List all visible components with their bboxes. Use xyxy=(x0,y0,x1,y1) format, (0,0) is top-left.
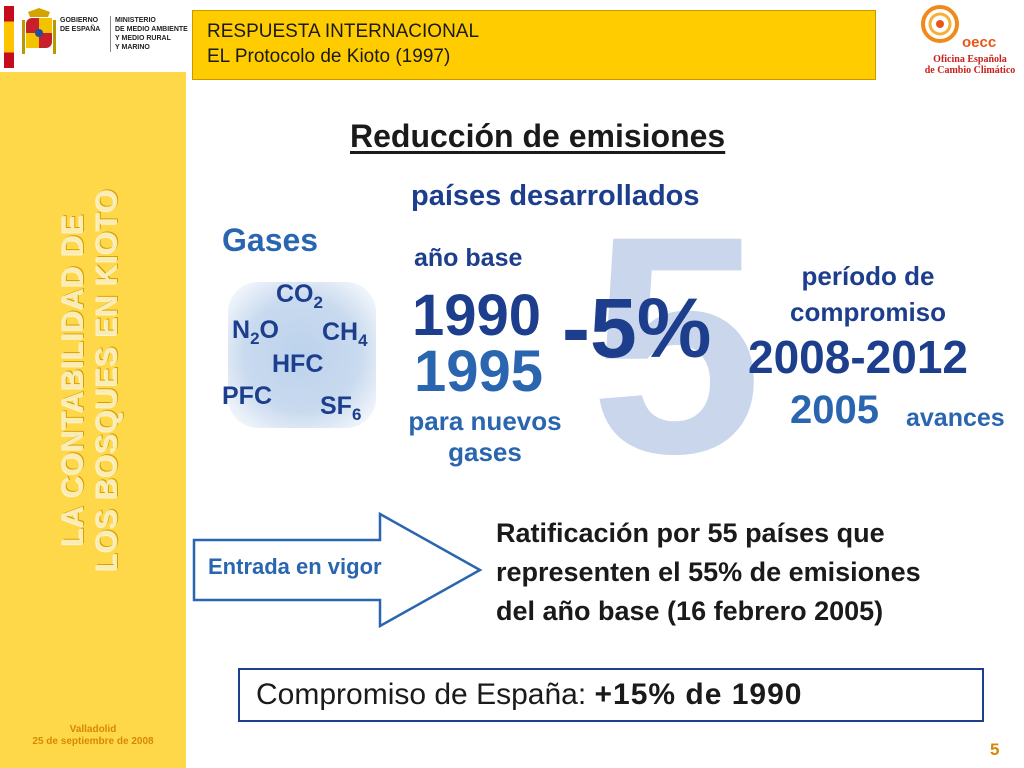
ministry-line: DE MEDIO AMBIENTE xyxy=(115,26,188,33)
gov-label-line: GOBIERNO xyxy=(60,17,99,24)
event-footer: Valladolid 25 de septiembre de 2008 xyxy=(0,724,186,748)
event-date: 25 de septiembre de 2008 xyxy=(32,736,154,747)
oecc-logo: oecc Oficina Española de Cambio Climátic… xyxy=(916,4,1024,84)
gases-cloud xyxy=(228,282,376,428)
ministry-line: Y MEDIO RURAL xyxy=(115,35,171,42)
gas-ch4: CH4 xyxy=(322,318,368,350)
gases-label: Gases xyxy=(222,222,319,258)
reduction-percentage: -5% xyxy=(562,281,712,375)
spain-commitment-box: Compromiso de España: +15% de 1990 xyxy=(238,668,984,722)
event-place: Valladolid xyxy=(69,724,117,735)
gas-co2: CO2 xyxy=(276,280,323,312)
header-line-1: RESPUESTA INTERNACIONAL xyxy=(207,21,480,42)
oecc-sun-icon xyxy=(921,5,959,43)
ministry-line: Y MARINO xyxy=(115,44,150,51)
sidebar: GOBIERNO DE ESPAÑA MINISTERIO DE MEDIO A… xyxy=(0,0,189,768)
vertical-title-line: LOS BOSQUES EN KIOTO xyxy=(91,188,124,572)
page-number: 5 xyxy=(990,740,1000,759)
spain-commitment-label: Compromiso de España: xyxy=(256,678,595,711)
period-label-line: compromiso xyxy=(789,297,947,327)
slide-header: RESPUESTA INTERNACIONAL EL Protocolo de … xyxy=(192,10,876,80)
gas-sf6: SF6 xyxy=(320,392,362,424)
background-digit: 5 xyxy=(590,171,763,518)
commitment-years: 2008-2012 xyxy=(748,331,968,383)
gas-n2o: N2O xyxy=(232,316,279,348)
base-year-1990: 1990 xyxy=(412,283,542,348)
gas-hfc: HFC xyxy=(272,350,324,378)
subtitle: países desarrollados xyxy=(411,180,700,212)
ratification-text: Ratificación por 55 países que represent… xyxy=(496,514,1016,631)
ministry-line: MINISTERIO xyxy=(115,17,156,24)
ministry-label: MINISTERIO DE MEDIO AMBIENTE Y MEDIO RUR… xyxy=(110,16,189,52)
spain-flag-icon xyxy=(4,6,14,68)
commitment-period-label: período de compromiso xyxy=(766,258,970,330)
period-label-line: período de xyxy=(801,261,935,291)
ratification-line: del año base (16 febrero 2005) xyxy=(496,596,884,626)
coat-of-arms-icon xyxy=(22,8,56,54)
arrow-right-icon xyxy=(192,512,483,628)
base-year-1995: 1995 xyxy=(414,339,544,404)
government-logo: GOBIERNO DE ESPAÑA MINISTERIO DE MEDIO A… xyxy=(0,0,189,72)
progress-label: avances xyxy=(906,404,1005,432)
new-gases-note: para nuevos gases xyxy=(392,406,578,468)
gov-label-line: DE ESPAÑA xyxy=(60,26,101,33)
entry-into-force-label: Entrada en vigor xyxy=(208,554,382,579)
spain-commitment-value: +15% de 1990 xyxy=(594,678,803,711)
oecc-sub-line: Oficina Española xyxy=(933,54,1007,65)
new-gases-note-line: gases xyxy=(448,437,522,467)
ratification-line: Ratificación por 55 países que xyxy=(496,518,885,548)
oecc-name: oecc xyxy=(962,34,997,51)
main-title: Reducción de emisiones xyxy=(350,118,726,154)
vertical-section-title: LA CONTABILIDAD DE LOS BOSQUES EN KIOTO xyxy=(57,165,125,595)
new-gases-note-line: para nuevos xyxy=(408,406,562,436)
gas-pfc: PFC xyxy=(222,382,272,410)
progress-year: 2005 xyxy=(790,388,879,432)
vertical-title-line: LA CONTABILIDAD DE xyxy=(57,213,90,547)
oecc-sub-line: de Cambio Climático xyxy=(924,65,1016,76)
government-label: GOBIERNO DE ESPAÑA xyxy=(60,16,106,34)
base-year-label: año base xyxy=(414,244,523,272)
header-line-2: EL Protocolo de Kioto (1997) xyxy=(207,46,451,67)
ratification-line: representen el 55% de emisiones xyxy=(496,557,921,587)
oecc-subtitle: Oficina Española de Cambio Climático xyxy=(916,54,1024,76)
